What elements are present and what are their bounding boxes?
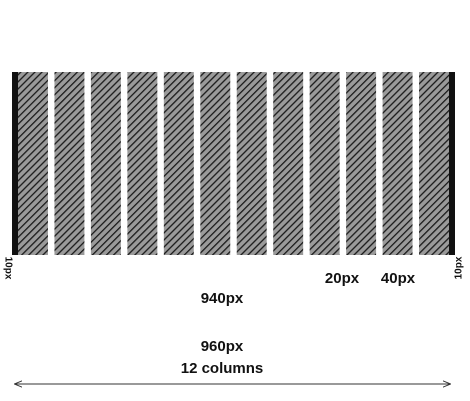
column <box>54 72 85 255</box>
column <box>309 72 340 255</box>
column <box>18 72 48 255</box>
column <box>127 72 158 255</box>
gutter-label: 20px <box>325 270 360 287</box>
column <box>382 72 413 255</box>
left-margin-bar <box>12 72 18 255</box>
column <box>419 72 449 255</box>
columns-label: 12 columns <box>181 360 264 377</box>
double-margin-label: 40px <box>381 270 416 287</box>
total-width-label: 960px <box>201 338 244 355</box>
right-margin-label: 10px <box>454 256 465 279</box>
column <box>236 72 267 255</box>
content-width-label: 940px <box>201 290 244 307</box>
columns <box>18 72 449 255</box>
column <box>163 72 194 255</box>
column <box>346 72 377 255</box>
right-margin-bar <box>449 72 455 255</box>
left-margin-label: 10px <box>2 257 13 280</box>
column <box>90 72 121 255</box>
column <box>273 72 304 255</box>
column <box>200 72 231 255</box>
